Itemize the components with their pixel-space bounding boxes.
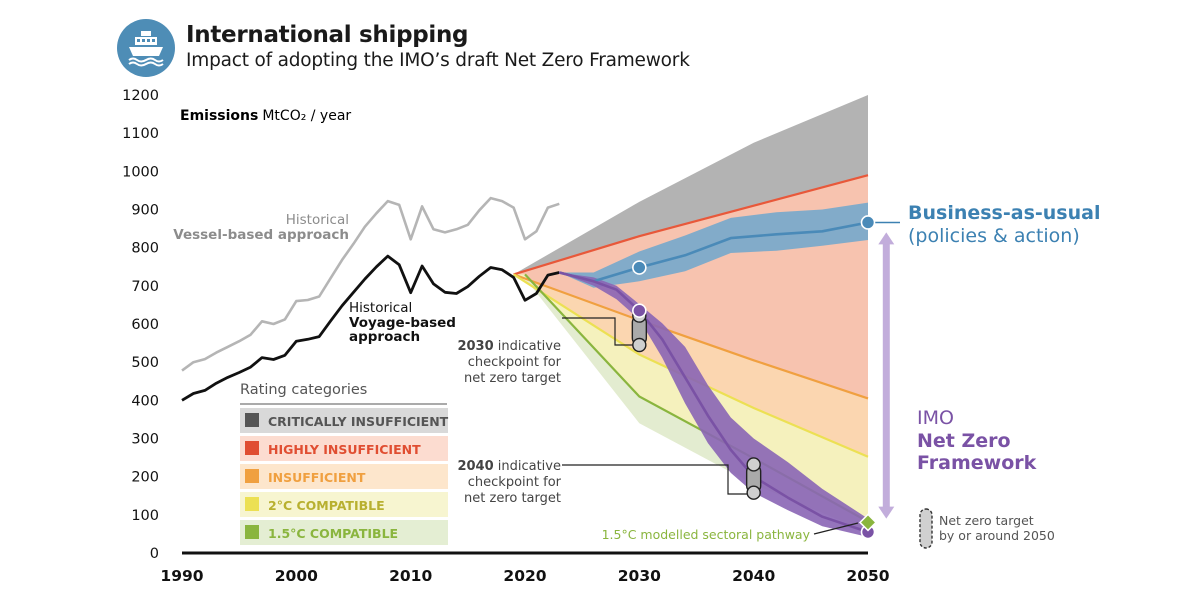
x-tick-label: 2030 [618,567,661,585]
y-tick-label: 1200 [122,88,159,104]
legend-item-bg [240,436,448,461]
pathway-leader [813,522,859,535]
y-tick-label: 400 [131,393,159,409]
cp2040-label-2: checkpoint for [468,475,562,490]
chart-subtitle: Impact of adopting the IMO’s draft Net Z… [186,50,690,71]
y-tick-label: 900 [131,203,159,219]
series-marker-2 [632,303,647,318]
chart-title: International shipping [186,22,469,48]
impact-arrow-head-top [878,232,895,245]
legend-item-bg [240,520,448,545]
legend-item-bg [240,408,448,433]
cp2030-label-2: checkpoint for [468,355,562,370]
y-tick-label: 1100 [122,126,159,142]
rating-band-0 [513,95,868,275]
legend-swatch [245,413,259,427]
vessel-label-1: Historical [286,212,349,228]
rating-legend: Rating categories CRITICALLY INSUFFICIEN… [240,382,449,545]
band-edge-0 [513,174,869,276]
legend-swatch [245,469,259,483]
legend-item-bg [240,464,448,489]
imo-label-3: Framework [917,452,1037,474]
x-tick-label: 2000 [275,567,318,585]
legend-item-label: HIGHLY INSUFFICIENT [268,442,421,457]
y-tick-label: 1000 [122,164,159,180]
legend-title: Rating categories [240,382,367,398]
y-axis-title: Emissions MtCO₂ / year [180,108,351,124]
legend-swatch [245,497,259,511]
cp2030-label-3: net zero target [464,371,561,386]
cp2040-label-1: 2040 indicative [457,459,561,474]
checkpoint-bottom-2040 [746,485,761,500]
series-line-3 [558,271,869,534]
y-tick-label: 0 [150,546,159,562]
legend-item-bg [240,492,448,517]
net-zero-target-label-1: Net zero target [939,513,1034,528]
x-tick-label: 2020 [503,567,546,585]
checkpoint-bottom-2030 [632,337,647,353]
x-tick-label: 2040 [732,567,775,585]
y-tick-label: 600 [131,317,159,333]
band-edge-1 [513,273,869,400]
legend-item-label: INSUFFICIENT [268,470,366,485]
legend-swatch [245,441,259,455]
legend-item-label: 1.5°C COMPATIBLE [268,526,398,541]
voyage-label-2: Voyage-based [349,315,456,331]
x-tick-label: 2050 [846,567,889,585]
checkpoint-top-2040 [746,457,761,472]
legend-swatch [245,525,259,539]
pathway-label: 1.5°C modelled sectoral pathway [602,527,811,542]
series-marker-0 [632,260,647,275]
pathway-marker [858,513,878,532]
series-marker-1 [860,215,876,230]
y-tick-label: 500 [131,355,159,371]
ship-icon [117,19,175,77]
imo-label-2: Net Zero [917,430,1011,452]
voyage-label-3: approach [349,329,420,345]
bau-label-2: (policies & action) [908,225,1080,247]
legend-item-label: 2°C COMPATIBLE [268,498,385,513]
y-tick-label: 700 [131,279,159,295]
y-tick-label: 800 [131,241,159,257]
x-tick-label: 2010 [389,567,432,585]
y-tick-label: 200 [131,470,159,486]
bau-label-1: Business-as-usual [908,202,1100,224]
x-tick-label: 1990 [160,567,203,585]
series-line-1 [181,254,560,402]
voyage-label-1: Historical [349,300,412,316]
y-tick-label: 300 [131,432,159,448]
series-line-2 [558,221,869,283]
cp2040-label-3: net zero target [464,491,561,506]
y-tick-label: 100 [131,508,159,524]
net-zero-target-legend: Net zero target by or around 2050 [919,508,1055,549]
cp2030-leader [562,317,638,346]
impact-arrow-head-bottom [878,506,895,519]
net-zero-target-label-2: by or around 2050 [939,528,1055,543]
cp2040-leader [562,464,752,495]
legend-item-label: CRITICALLY INSUFFICIENT [268,414,449,429]
imo-label-1: IMO [917,407,954,429]
series-range-3 [559,272,868,537]
vessel-label-2: Vessel-based approach [173,227,349,243]
series-line-0 [181,196,560,372]
cp2030-label-1: 2030 indicative [457,339,561,354]
